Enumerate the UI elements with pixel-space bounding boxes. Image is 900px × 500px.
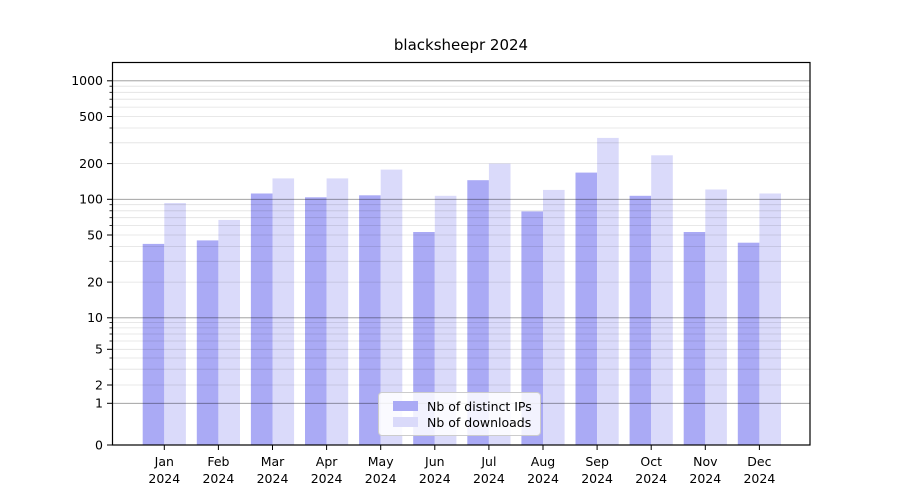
y-tick-label-1: 1 <box>95 396 103 411</box>
legend-entry-downloads: Nb of downloads <box>393 414 532 430</box>
bar-downloads-nov <box>705 189 727 445</box>
x-tick-label-jan: Jan <box>154 454 174 469</box>
bar-distinct-ips-jan <box>142 243 165 445</box>
bar-downloads-aug <box>543 189 565 445</box>
bar-distinct-ips-jul <box>467 180 489 445</box>
x-tick-label-sep: Sep <box>585 454 609 469</box>
y-tick-label-500: 500 <box>79 109 103 124</box>
y-tick-label-10: 10 <box>87 310 103 325</box>
y-tick-label-2: 2 <box>95 377 103 392</box>
x-tick-sublabel-jan: 2024 <box>148 471 180 486</box>
bar-distinct-ips-may <box>359 195 381 445</box>
x-tick-sublabel-sep: 2024 <box>581 471 613 486</box>
y-tick-label-200: 200 <box>79 156 103 171</box>
bar-distinct-ips-apr <box>305 197 327 445</box>
bar-distinct-ips-oct <box>629 195 652 445</box>
chart-title: blacksheepr 2024 <box>393 36 529 54</box>
x-tick-sublabel-aug: 2024 <box>527 471 559 486</box>
x-tick-sublabel-dec: 2024 <box>743 471 775 486</box>
bar-downloads-may <box>380 169 403 445</box>
bar-distinct-ips-feb <box>196 240 219 445</box>
bar-downloads-jan <box>164 203 186 445</box>
x-tick-sublabel-apr: 2024 <box>311 471 343 486</box>
y-tick-label-0: 0 <box>95 437 103 452</box>
x-tick-sublabel-jun: 2024 <box>419 471 451 486</box>
x-tick-sublabel-jul: 2024 <box>473 471 505 486</box>
x-tick-sublabel-oct: 2024 <box>635 471 667 486</box>
bar-downloads-jul <box>488 163 511 445</box>
legend-label-distinct-ips: Nb of distinct IPs <box>427 398 532 414</box>
bar-downloads-sep <box>597 137 619 445</box>
legend: Nb of distinct IPs Nb of downloads <box>378 392 541 436</box>
bar-downloads-mar <box>272 178 295 445</box>
legend-label-downloads: Nb of downloads <box>427 414 532 430</box>
legend-entry-distinct-ips: Nb of distinct IPs <box>393 398 532 414</box>
y-tick-label-5: 5 <box>95 342 103 357</box>
bar-distinct-ips-mar <box>250 193 273 445</box>
bar-downloads-feb <box>218 219 240 445</box>
bars-group <box>142 137 781 446</box>
bar-downloads-jun <box>434 195 457 445</box>
y-tick-label-1000: 1000 <box>71 73 103 88</box>
x-tick-label-apr: Apr <box>316 454 338 469</box>
legend-swatch-downloads <box>393 417 418 427</box>
bar-distinct-ips-nov <box>683 232 706 445</box>
x-tick-label-may: May <box>368 454 394 469</box>
x-tick-sublabel-mar: 2024 <box>257 471 289 486</box>
x-tick-label-jun: Jun <box>424 454 445 469</box>
x-tick-label-mar: Mar <box>261 454 285 469</box>
x-tick-label-dec: Dec <box>747 454 771 469</box>
bar-downloads-oct <box>651 155 673 446</box>
legend-swatch-distinct-ips <box>393 401 418 411</box>
plot-border <box>111 61 811 446</box>
y-tick-label-100: 100 <box>79 192 103 207</box>
bar-distinct-ips-aug <box>521 211 543 445</box>
x-tick-label-feb: Feb <box>207 454 229 469</box>
bar-downloads-dec <box>759 193 781 445</box>
y-tick-label-20: 20 <box>87 275 103 290</box>
bar-distinct-ips-dec <box>737 242 760 445</box>
y-tick-label-50: 50 <box>87 227 103 242</box>
x-tick-sublabel-nov: 2024 <box>689 471 721 486</box>
x-tick-label-aug: Aug <box>531 454 555 469</box>
bar-distinct-ips-sep <box>575 172 598 445</box>
x-tick-label-oct: Oct <box>640 454 662 469</box>
x-tick-label-nov: Nov <box>693 454 718 469</box>
ticks-and-labels: 0 1 2 5 10 20 50 100 200 500 1000 Jan 2024 Feb 2024 Mar… <box>71 73 775 486</box>
x-tick-sublabel-may: 2024 <box>365 471 397 486</box>
gridlines <box>112 80 810 404</box>
x-tick-sublabel-feb: 2024 <box>202 471 234 486</box>
x-tick-label-jul: Jul <box>480 454 496 469</box>
bar-downloads-apr <box>326 178 349 445</box>
bar-distinct-ips-jun <box>413 232 435 445</box>
